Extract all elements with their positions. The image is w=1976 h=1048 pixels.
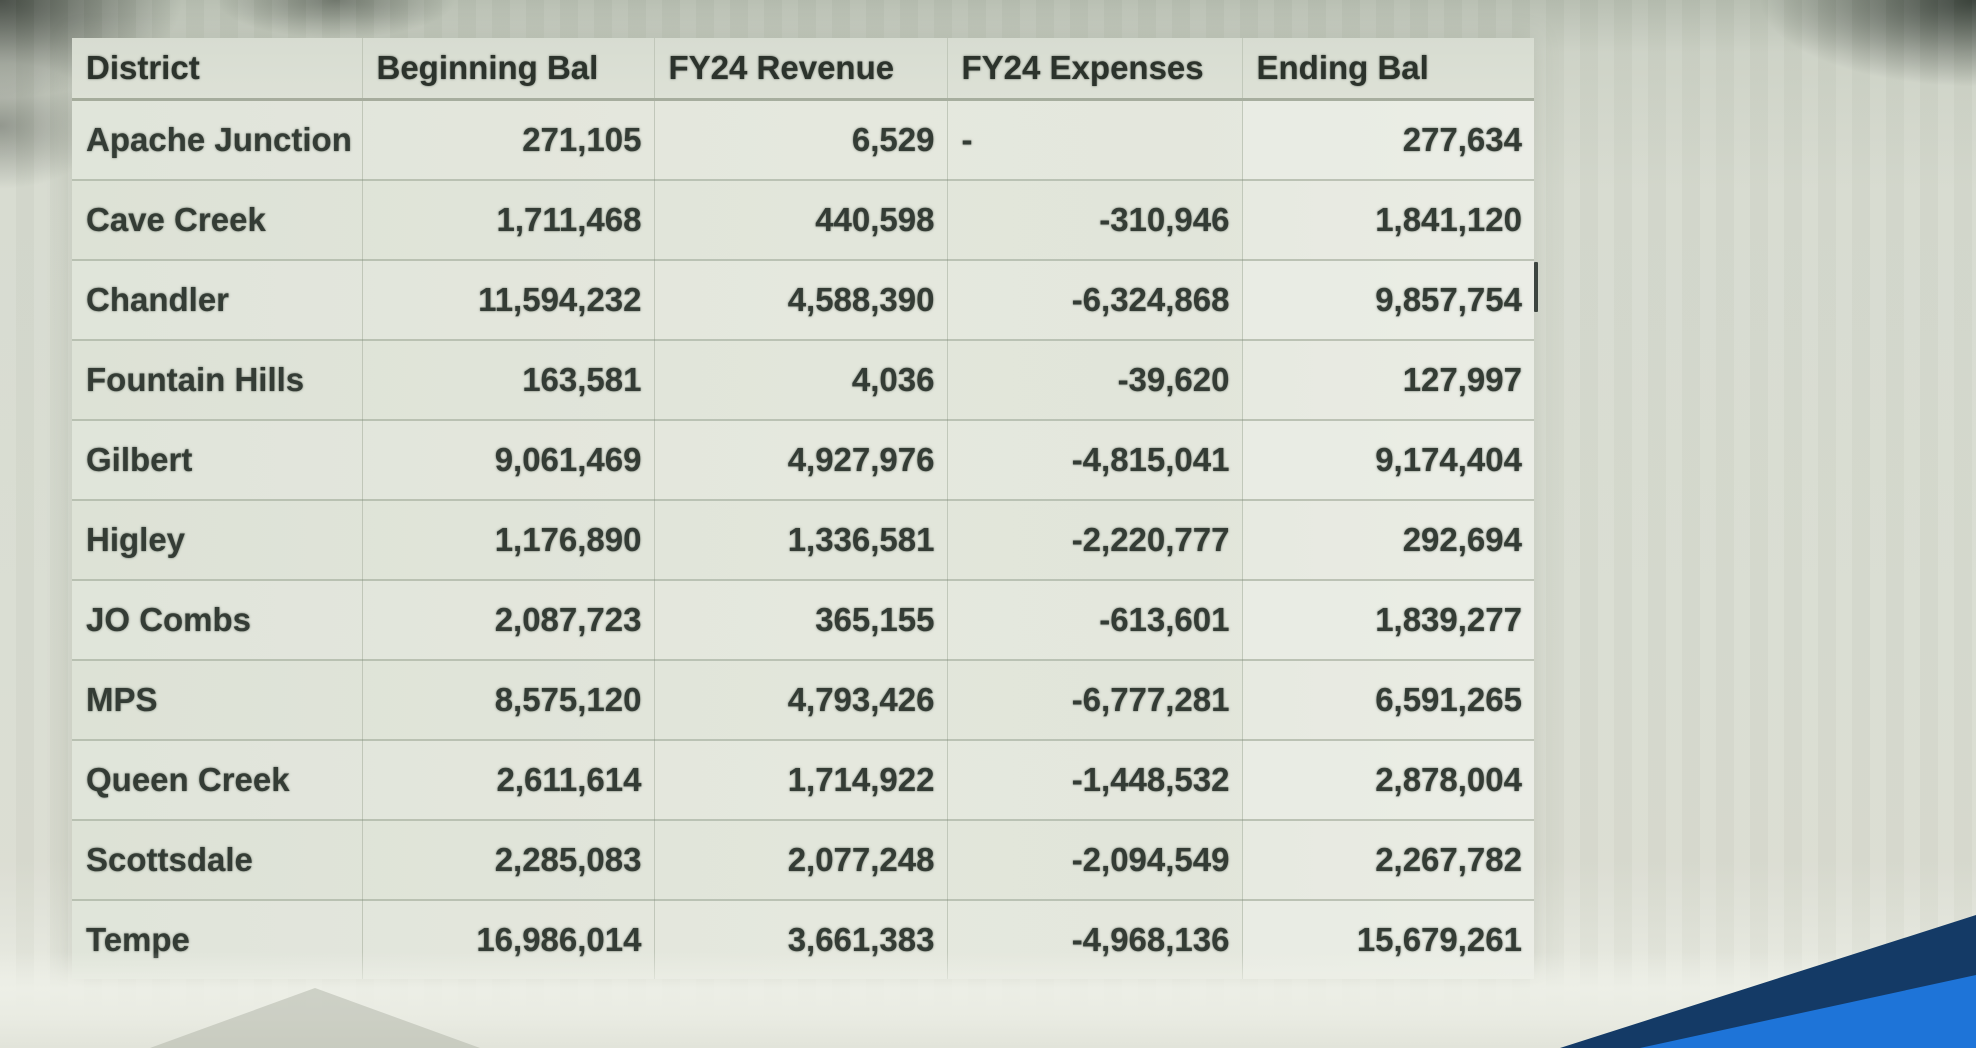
- table-body: Apache Junction 271,105 6,529-277,634 Cave …: [72, 99, 1534, 979]
- table-row: JO Combs 2,087,723 365,155 -613,601 1,839,27…: [72, 580, 1534, 660]
- cell-district: Queen Creek: [86, 761, 290, 798]
- cell-district: Apache Junction: [86, 121, 352, 158]
- cell-fy24-expenses: -39,620: [946, 340, 1242, 420]
- cell-fy24-expenses: -6,777,281: [946, 660, 1242, 740]
- cell-ending-bal: 127,997: [1241, 340, 1534, 420]
- column-header-fy24-revenue: FY24 Revenue: [653, 38, 947, 101]
- header-row: District Beginning Bal FY24 Revenue FY24 Ex…: [72, 38, 1534, 101]
- cell-fy24-expenses: -4,968,136: [946, 900, 1242, 979]
- cell-fy24-expenses: -613,601: [946, 580, 1242, 660]
- cell-fy24-revenue: 4,588,390: [653, 260, 947, 340]
- cell-ending-bal: 277,634: [1241, 99, 1534, 180]
- cell-ending-bal: 6,591,265: [1241, 660, 1534, 740]
- cell-fy24-revenue: 365,155: [653, 580, 947, 660]
- cell-beginning-bal: 1,711,468: [361, 180, 654, 260]
- cell-fy24-expenses: -4,815,041: [946, 420, 1242, 500]
- table-row: Scottsdale 2,285,083 2,077,248 -2,094,549 2,…: [72, 820, 1534, 900]
- table-row: Gilbert 9,061,469 4,927,976 -4,815,041 9,174…: [72, 420, 1534, 500]
- text-cursor: [1534, 262, 1538, 312]
- district-financials-table: District Beginning Bal FY24 Revenue FY24 Ex…: [72, 38, 1534, 979]
- table-row: Apache Junction 271,105 6,529-277,634: [72, 99, 1534, 180]
- column-header-fy24-expenses: FY24 Expenses: [946, 38, 1242, 101]
- cell-beginning-bal: 16,986,014: [361, 900, 654, 979]
- cell-fy24-expenses: -1,448,532: [946, 740, 1242, 820]
- cell-beginning-bal: 1,176,890: [361, 500, 654, 580]
- table-header: District Beginning Bal FY24 Revenue FY24 Ex…: [72, 38, 1534, 101]
- cell-beginning-bal: 9,061,469: [361, 420, 654, 500]
- table-row: Tempe 16,986,014 3,661,383 -4,968,136 15,679…: [72, 900, 1534, 979]
- column-header-beginning-bal: Beginning Bal: [361, 38, 654, 101]
- cell-fy24-revenue: 4,927,976: [653, 420, 947, 500]
- watermark-triangle: [150, 988, 480, 1048]
- cell-beginning-bal: 163,581: [361, 340, 654, 420]
- cell-district: Cave Creek: [86, 201, 266, 238]
- cell-beginning-bal: 2,087,723: [361, 580, 654, 660]
- table-row: Higley 1,176,890 1,336,581 -2,220,777 292,69…: [72, 500, 1534, 580]
- cell-fy24-revenue: 1,336,581: [653, 500, 947, 580]
- financial-table: District Beginning Bal FY24 Revenue FY24 Ex…: [72, 38, 1534, 979]
- cell-fy24-revenue: 3,661,383: [653, 900, 947, 979]
- cell-district: Chandler: [86, 281, 230, 318]
- cell-fy24-revenue: 1,714,922: [653, 740, 947, 820]
- cell-beginning-bal: 271,105: [361, 99, 654, 180]
- cell-beginning-bal: 8,575,120: [361, 660, 654, 740]
- cell-fy24-expenses: -2,094,549: [946, 820, 1242, 900]
- cell-fy24-revenue: 440,598: [653, 180, 947, 260]
- cell-ending-bal: 1,839,277: [1241, 580, 1534, 660]
- cell-district: Higley: [86, 521, 186, 558]
- table-row: Cave Creek 1,711,468 440,598 -310,946 1,841,…: [72, 180, 1534, 260]
- cell-ending-bal: 1,841,120: [1241, 180, 1534, 260]
- cell-fy24-revenue: 6,529: [653, 99, 947, 180]
- cell-district: Gilbert: [86, 441, 193, 478]
- cell-district: Fountain Hills: [86, 361, 305, 398]
- cell-fy24-expenses: -: [946, 99, 1242, 180]
- cell-fy24-expenses: -2,220,777: [946, 500, 1242, 580]
- cell-district: MPS: [86, 681, 158, 718]
- cell-ending-bal: 2,267,782: [1241, 820, 1534, 900]
- cell-district: JO Combs: [86, 601, 252, 638]
- cell-ending-bal: 9,857,754: [1241, 260, 1534, 340]
- cell-ending-bal: 9,174,404: [1241, 420, 1534, 500]
- cell-fy24-revenue: 4,036: [653, 340, 947, 420]
- column-header-ending-bal: Ending Bal: [1241, 38, 1534, 101]
- cell-fy24-revenue: 2,077,248: [653, 820, 947, 900]
- cell-district: Scottsdale: [86, 841, 253, 878]
- cell-beginning-bal: 2,285,083: [361, 820, 654, 900]
- table-row: Chandler 11,594,232 4,588,390 -6,324,868 9,8…: [72, 260, 1534, 340]
- table-row: Queen Creek 2,611,614 1,714,922 -1,448,532 2…: [72, 740, 1534, 820]
- cell-ending-bal: 15,679,261: [1241, 900, 1534, 979]
- cell-beginning-bal: 11,594,232: [361, 260, 654, 340]
- cell-fy24-revenue: 4,793,426: [653, 660, 947, 740]
- cell-beginning-bal: 2,611,614: [361, 740, 654, 820]
- cell-ending-bal: 2,878,004: [1241, 740, 1534, 820]
- column-header-district: District: [72, 38, 362, 101]
- cell-fy24-expenses: -6,324,868: [946, 260, 1242, 340]
- cell-district: Tempe: [86, 921, 190, 958]
- table-row: MPS 8,575,120 4,793,426 -6,777,281 6,591,265: [72, 660, 1534, 740]
- cell-fy24-expenses: -310,946: [946, 180, 1242, 260]
- cell-ending-bal: 292,694: [1241, 500, 1534, 580]
- table-row: Fountain Hills 163,581 4,036 -39,620 127,997: [72, 340, 1534, 420]
